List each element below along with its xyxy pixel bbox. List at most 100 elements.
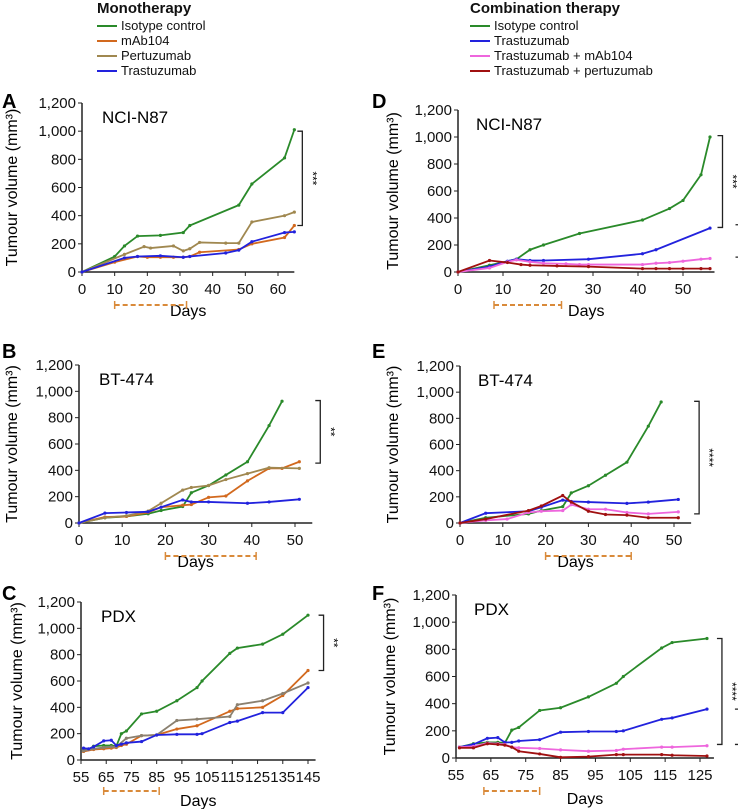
data-point (80, 270, 84, 274)
y-tick-label: 0 (65, 515, 73, 532)
x-tick-label: 50 (237, 281, 254, 298)
legend-swatch (97, 39, 117, 42)
x-tick-label: 20 (540, 281, 557, 298)
x-axis-title: Days (557, 554, 593, 571)
data-point (625, 460, 629, 464)
data-point (539, 509, 543, 513)
data-point (528, 260, 532, 264)
x-tick-label: 40 (204, 281, 221, 298)
series-line (78, 498, 300, 524)
x-tick-label: 125 (687, 767, 712, 784)
data-point (621, 753, 625, 757)
data-point (555, 264, 559, 268)
data-point (519, 262, 523, 267)
legend-item: Trastuzumab (97, 63, 206, 78)
data-point (207, 483, 211, 488)
data-point (471, 746, 476, 750)
panel-f: F 0 200 400 600 800 1,000 1,200 55 65 75 85 95 105 115… (372, 583, 738, 808)
series-line (83, 614, 309, 751)
data-point (681, 267, 685, 271)
panel-c: C 0 200 400 600 800 1,000 1,200 55 65 75 85 95 105 115… (2, 583, 341, 809)
data-point (261, 642, 265, 646)
data-point (224, 477, 228, 482)
cell-line-label: NCI-N87 (102, 108, 168, 127)
data-point (188, 247, 192, 251)
legend-item: Trastuzumab + mAb104 (470, 48, 653, 63)
significance-label: *** (726, 175, 738, 189)
data-point (538, 738, 542, 742)
data-point (281, 711, 285, 715)
y-tick-label: 800 (429, 410, 454, 427)
x-tick-label: 10 (495, 281, 512, 298)
data-point (306, 668, 310, 673)
x-tick-label: 30 (200, 532, 217, 549)
data-point (654, 267, 658, 271)
y-tick-label: 200 (429, 489, 454, 506)
data-point (245, 472, 250, 476)
data-point (102, 745, 106, 750)
y-tick-label: 400 (425, 696, 450, 713)
significance-bracket (318, 614, 325, 672)
legend-swatch (97, 69, 117, 72)
data-point (122, 252, 127, 256)
series-line (78, 466, 300, 524)
x-axis-title: Days (180, 793, 216, 809)
y-tick-label: 0 (446, 515, 454, 532)
data-point (175, 732, 179, 736)
data-point (297, 466, 301, 470)
data-point (577, 262, 582, 267)
data-point (528, 263, 532, 267)
x-tick-label: 75 (123, 769, 140, 786)
y-axis-title: Tumour volume (mm³) (385, 366, 402, 524)
data-point (564, 262, 568, 266)
data-point (124, 736, 128, 740)
x-tick-label: 115 (220, 769, 244, 786)
x-tick-label: 0 (78, 281, 86, 298)
data-point (538, 708, 542, 713)
data-point (681, 198, 685, 203)
series-trastuzumab (77, 497, 301, 525)
series-line (81, 230, 295, 273)
data-point (517, 749, 521, 753)
data-point (667, 260, 672, 265)
panel-b: B 0 200 400 600 800 1,000 1,200 0 10 20 30 40 50 Tumou… (2, 341, 337, 571)
data-point (282, 230, 287, 235)
data-point (514, 258, 519, 262)
data-point (708, 226, 712, 230)
data-point (282, 235, 287, 240)
significance-label: ** (327, 638, 341, 648)
x-tick-label: 85 (552, 767, 569, 784)
data-point (625, 510, 629, 515)
data-point (135, 254, 140, 259)
data-point (245, 479, 250, 483)
data-point (189, 500, 193, 504)
x-axis-title: Days (568, 303, 604, 320)
cell-line-label: BT-474 (478, 371, 533, 390)
y-tick-label: 0 (68, 264, 76, 281)
data-point (569, 491, 573, 495)
panel-letter: E (372, 341, 385, 363)
data-point (586, 484, 591, 488)
data-point (670, 716, 674, 720)
significance-bracket (717, 135, 724, 229)
x-tick-label: 50 (287, 532, 304, 549)
data-point (699, 257, 703, 261)
data-point (146, 510, 150, 514)
data-point (517, 746, 521, 750)
data-point (281, 691, 285, 696)
data-point (228, 651, 232, 655)
legend-title: Monotherapy (97, 0, 192, 17)
legend-item: mAb104 (97, 33, 206, 48)
data-point (92, 745, 96, 749)
significance-bracket (315, 399, 321, 464)
series-trastuzumab (80, 230, 296, 274)
y-tick-label: 800 (51, 151, 76, 168)
data-point (667, 206, 672, 211)
data-point (188, 254, 192, 259)
series-line (459, 494, 679, 524)
data-point (660, 745, 664, 749)
data-point (586, 729, 591, 734)
series-trastuzumab-mab104 (457, 741, 709, 753)
data-point (621, 674, 625, 679)
